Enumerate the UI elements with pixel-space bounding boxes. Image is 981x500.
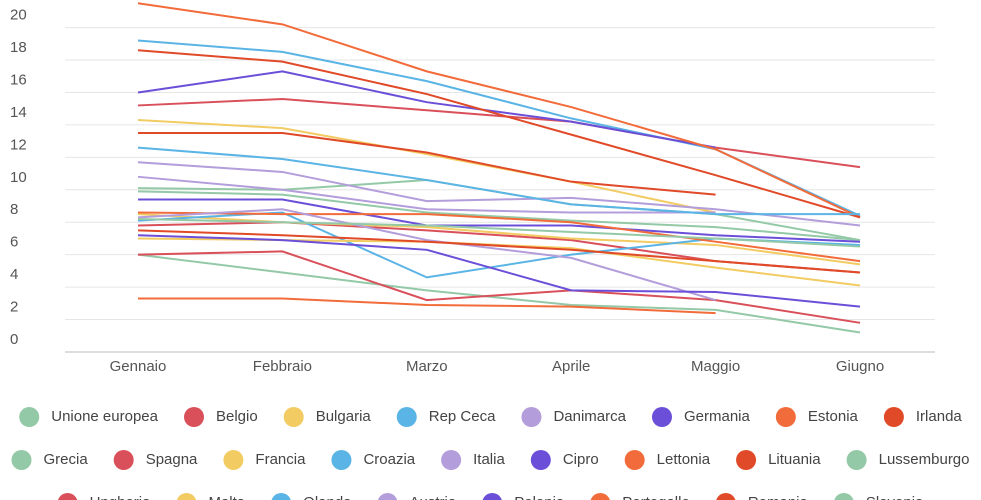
series-line (138, 198, 861, 243)
legend-marker (716, 493, 736, 500)
legend-marker (19, 407, 40, 427)
legend-marker (775, 407, 796, 427)
series-line (137, 211, 861, 263)
series-line (137, 2, 861, 219)
x-tick-label: Febbraio (253, 358, 312, 375)
series-line (137, 175, 716, 214)
y-tick-label: 2 (10, 299, 18, 316)
y-tick-label: 12 (10, 136, 27, 153)
legend-marker (58, 493, 78, 500)
series-line (137, 119, 716, 214)
x-tick-label: Aprile (552, 358, 590, 375)
legend-label: Belgio (216, 408, 258, 425)
legend-label: Estonia (808, 408, 859, 425)
y-tick-label: 6 (10, 234, 18, 251)
legend-label: Portogallo (622, 494, 690, 500)
legend-marker (651, 407, 672, 427)
y-tick-label: 10 (10, 169, 27, 186)
legend-marker (624, 450, 645, 470)
legend-row: Grecia Spagna Francia Croazia Italia Cipro Let… (11, 450, 970, 470)
series-line (137, 208, 716, 302)
legend-marker (378, 493, 398, 500)
legend-label: Germania (684, 408, 751, 425)
series-line (137, 49, 861, 219)
legend-label: Austria (410, 494, 457, 500)
legend-marker (283, 407, 304, 427)
legend-label: Croazia (363, 451, 415, 468)
series-line (137, 250, 861, 324)
legend-label: Ungheria (90, 494, 152, 500)
series-line (137, 161, 861, 227)
y-tick-label: 18 (10, 39, 27, 56)
legend-marker (396, 407, 417, 427)
legend-marker (883, 407, 904, 427)
legend-label: Polonia (514, 494, 565, 500)
series-line (137, 97, 861, 169)
legend-label: Malta (208, 494, 245, 500)
y-tick-label: 16 (10, 71, 27, 88)
legend-marker (113, 450, 134, 470)
legend-marker (482, 493, 502, 500)
x-tick-label: Gennaio (110, 358, 167, 375)
x-tick-label: Giugno (836, 358, 884, 375)
y-tick-label: 4 (10, 266, 18, 283)
legend-label: Irlanda (916, 408, 963, 425)
legend-label: Danimarca (553, 408, 626, 425)
legend-marker (590, 493, 610, 500)
legend-marker (846, 450, 867, 470)
y-tick-label: 20 (10, 7, 27, 24)
legend-label: Bulgaria (316, 408, 372, 425)
legend-marker (331, 450, 352, 470)
y-tick-label: 14 (10, 104, 27, 121)
legend-marker (530, 450, 551, 470)
y-tick-label: 8 (10, 201, 18, 218)
legend-label: Grecia (44, 451, 89, 468)
legend-label: Slovenia (866, 494, 924, 500)
x-tick-label: Maggio (691, 358, 740, 375)
legend-marker (834, 493, 854, 500)
legend-label: Cipro (563, 451, 599, 468)
legend-marker (441, 450, 462, 470)
legend-row: Unione europea Belgio Bulgaria Rep Ceca Dani… (19, 407, 962, 427)
legend-marker (176, 493, 197, 500)
legend-marker (736, 450, 757, 470)
legend-marker (271, 493, 291, 500)
series-line (137, 190, 861, 242)
legend-marker (184, 407, 204, 427)
legend-marker (223, 450, 244, 470)
legend-label: Olanda (303, 494, 352, 500)
series-line (137, 146, 860, 216)
series-line (137, 229, 861, 274)
legend-label: Francia (255, 451, 306, 468)
series-line (138, 297, 716, 315)
legend-label: Romania (748, 494, 809, 500)
legend-label: Lussemburgo (879, 451, 970, 468)
series-line (137, 70, 716, 149)
legend-marker (521, 407, 542, 427)
y-tick-label: 0 (10, 331, 18, 348)
legend-row: Ungheria Malta Olanda Austria Polonia Portoga… (58, 493, 924, 500)
x-tick-label: Marzo (406, 358, 448, 375)
series-line (137, 253, 861, 334)
legend-label: Rep Ceca (429, 408, 496, 425)
legend-label: Italia (473, 451, 505, 468)
legend-label: Spagna (146, 451, 198, 468)
series-line (138, 132, 716, 196)
series-line (137, 217, 861, 248)
legend-label: Unione europea (51, 408, 158, 425)
legend-label: Lettonia (657, 451, 711, 468)
legend-label: Lituania (768, 451, 821, 468)
series-line (137, 234, 861, 308)
legend-marker (11, 450, 32, 470)
